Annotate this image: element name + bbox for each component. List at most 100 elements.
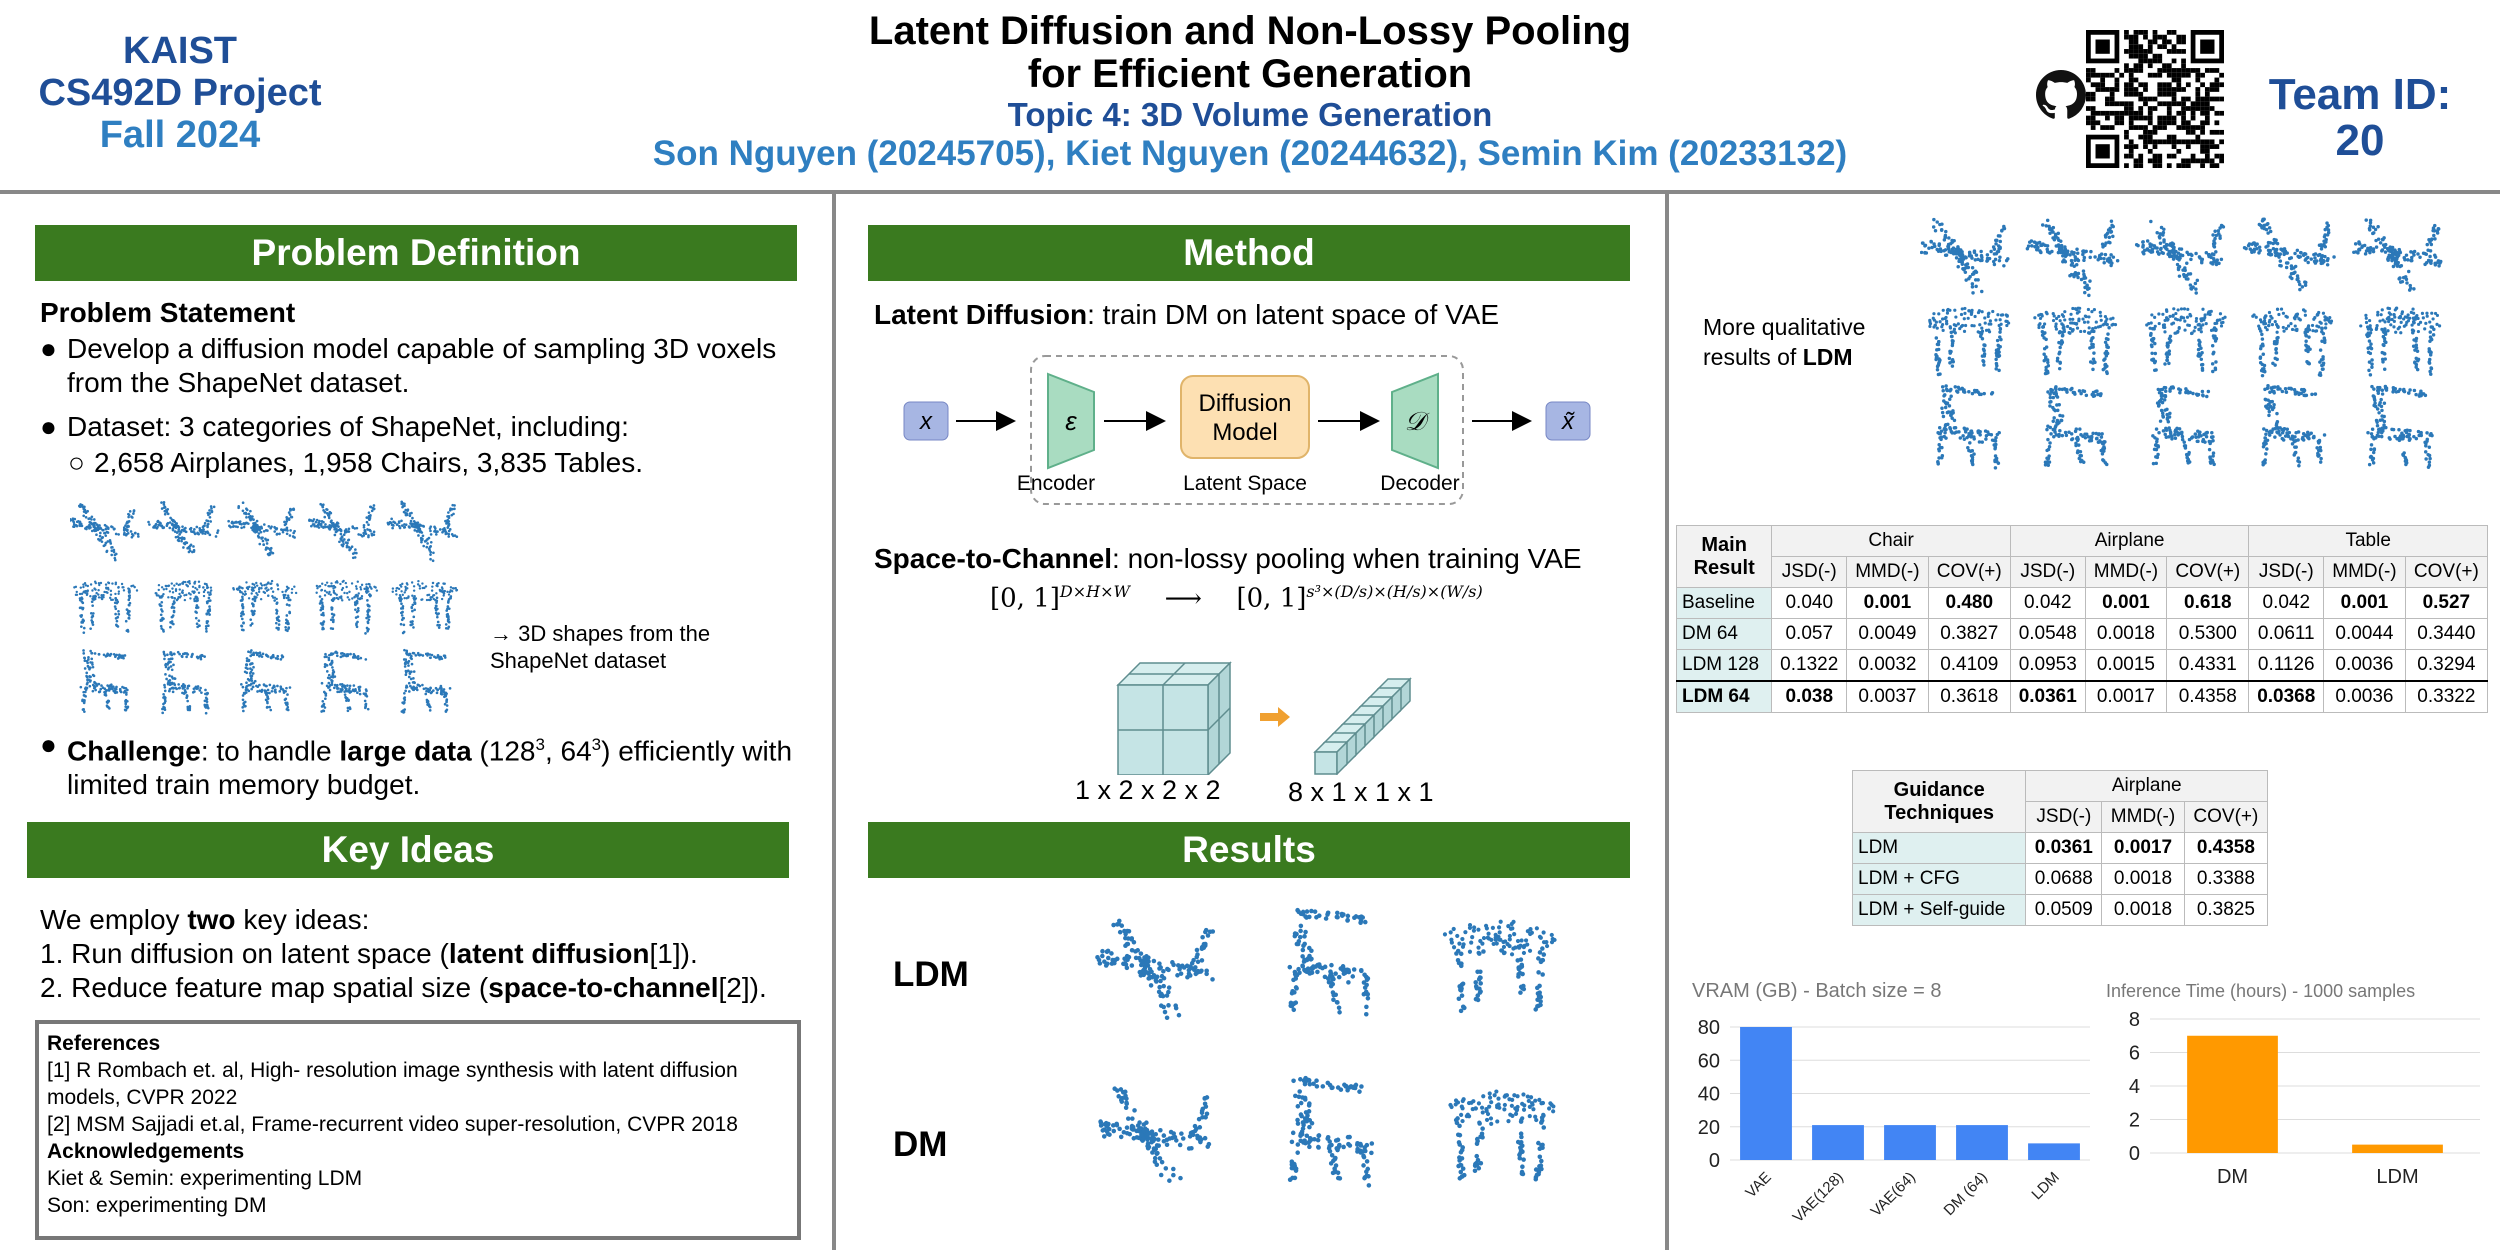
shapenet-table-1: [73, 580, 139, 634]
guidance-row-name: LDM + CFG: [1851, 863, 2027, 895]
sub-bullet: ○ 2,658 Airplanes, 1,958 Chairs, 3,835 T…: [68, 446, 788, 480]
shapenet-chair-2: [161, 650, 210, 715]
shapenet-chair-4: [320, 650, 370, 713]
main-cell: 0.0049: [1846, 618, 1929, 650]
guidance-group: Airplane: [2025, 770, 2268, 802]
x-tick-label: DM (64): [1941, 1169, 1991, 1219]
main-cell: 0.0036: [2323, 680, 2406, 713]
method-heading: Method: [868, 225, 1630, 281]
acknowledgement-1: Kiet & Semin: experimenting LDM: [47, 1167, 363, 1190]
s2c-formula: [0, 1]D×H×W ⟶ [0, 1]s³×(D/s)×(H/s)×(W/s): [990, 582, 1483, 614]
shapenet-table-2: [154, 580, 213, 633]
main-table-row: LDM 128 0.1322 0.0032 0.4109 0.0953 0.0015 0.4…: [1675, 649, 2489, 682]
challenge-bold: large data: [339, 735, 472, 767]
institution-block: KAIST CS492D Project Fall 2024: [30, 30, 330, 156]
guidance-cell: 0.0018: [2101, 863, 2185, 895]
cube-label-1: 1 x 2 x 2 x 2: [1075, 775, 1221, 805]
y-tick-label: 60: [1698, 1050, 1720, 1072]
guidance-cell: 0.3825: [2183, 894, 2269, 926]
main-cell: 0.0036: [2323, 649, 2406, 682]
dm-result-table: [1448, 1089, 1556, 1182]
main-cell: 0.0018: [2084, 618, 2168, 650]
intro-post: key ideas:: [235, 904, 370, 935]
main-cell: 0.0368: [2248, 680, 2325, 713]
main-cell: 0.527: [2404, 587, 2489, 619]
main-cell: 0.3440: [2404, 618, 2489, 650]
ldm-result-chair: [1287, 907, 1371, 1017]
key-ideas-heading: Key Ideas: [27, 822, 789, 878]
topic-line: Topic 4: 3D Volume Generation: [1007, 96, 1493, 133]
bar-VAE(64): [1884, 1125, 1936, 1160]
main-cell: 0.3827: [1927, 618, 2011, 650]
y-tick-label: 40: [1698, 1084, 1720, 1106]
shapenet-table-4: [315, 579, 379, 635]
main-table-row: LDM 64 0.038 0.0037 0.3618 0.0361 0.0017 0.435…: [1675, 680, 2489, 713]
latent-caption: Latent Space: [1183, 472, 1307, 495]
main-row-name: LDM 64: [1675, 680, 1773, 713]
shapenet-plane-2: [147, 501, 220, 554]
problem-definition-heading: Problem Definition: [35, 225, 797, 281]
guidance-cell: 0.0018: [2101, 894, 2185, 926]
idea2-pre: 2. Reduce feature map spatial size (: [40, 972, 489, 1003]
ldm-qual-table-5: [2359, 306, 2442, 377]
main-cell: 0.1126: [2248, 649, 2325, 682]
ldm-qual-plane-5: [2352, 218, 2443, 292]
bar-VAE(128): [1812, 1125, 1864, 1160]
bullet-1-text: Develop a diffusion model capable of sam…: [67, 333, 777, 398]
dm-label-1: Diffusion: [1199, 390, 1292, 417]
ld-rest: : train DM on latent space of VAE: [1087, 299, 1499, 330]
guidance-cell: 0.0361: [2025, 832, 2103, 864]
reference-1: [1] R Rombach et. al, High- resolution i…: [47, 1059, 738, 1109]
input-x-box: [903, 401, 949, 441]
challenge-post: (128: [471, 735, 536, 767]
guidance-cell: 0.0509: [2025, 894, 2103, 926]
guidance-metric-0: JSD(-): [2025, 801, 2103, 833]
guidance-row-name: LDM + Self-guide: [1851, 894, 2027, 926]
main-table-row: Baseline 0.040 0.001 0.480 0.042 0.001 0.618 0.…: [1675, 587, 2489, 619]
idea1-pre: 1. Run diffusion on latent space (: [40, 938, 449, 969]
y-tick-label: 0: [2129, 1143, 2140, 1165]
guidance-cell: 0.3388: [2183, 863, 2269, 895]
main-row-name: LDM 128: [1675, 649, 1773, 682]
shapenet-table-5: [391, 579, 459, 635]
main-cell: 0.3322: [2404, 680, 2489, 713]
idea1-bold: latent diffusion: [448, 938, 650, 969]
github-icon[interactable]: [2036, 70, 2086, 120]
qual-pre: More qualitative results of: [1703, 314, 1866, 370]
shapenet-plane-4: [308, 502, 376, 560]
main-results-table: Main Result Chair Airplane Table JSD(-) MMD(-)…: [1675, 525, 2489, 713]
ldm-qual-plane-1: [1920, 217, 2010, 295]
ldm-qual-plane-2: [2025, 218, 2120, 298]
main-cell: 0.4109: [1927, 649, 2011, 682]
main-cell: 0.0611: [2248, 618, 2325, 650]
ldm-qual-plane-4: [2242, 217, 2336, 292]
idea2-bold: space-to-channel: [488, 972, 719, 1003]
latent-diffusion-diagram: x ε Diffusion Model 𝒟 x̃ Encoder Latent …: [903, 355, 1591, 505]
encoder-shape: [1047, 372, 1095, 470]
main-metric-0-2: COV(+): [1927, 556, 2011, 588]
challenge-label: Challenge: [67, 735, 201, 767]
challenge-mid: , 64: [544, 735, 592, 767]
main-metric-1-0: JSD(-): [2009, 556, 2086, 588]
challenge-sup-1: 3: [535, 735, 545, 754]
main-cell: 0.3294: [2404, 649, 2489, 682]
dm-label-2: Model: [1212, 419, 1277, 446]
main-metric-0-1: MMD(-): [1846, 556, 1929, 588]
output-x-box: [1545, 401, 1591, 441]
decoder-caption: Decoder: [1380, 472, 1459, 495]
x-tick-label: LDM: [2028, 1169, 2062, 1203]
column-divider-2: [1665, 194, 1669, 1250]
main-cell: 0.0015: [2084, 649, 2168, 682]
course-line: CS492D Project: [38, 72, 322, 114]
main-cell: 0.038: [1771, 680, 1848, 713]
main-cell: 0.040: [1771, 587, 1848, 619]
qr-code[interactable]: [2086, 30, 2224, 168]
team-label: Team ID:: [2268, 70, 2452, 119]
dm-result-chair: [1287, 1075, 1375, 1188]
main-row-name: Baseline: [1675, 587, 1773, 619]
ldm-qual-plane-3: [2134, 219, 2226, 295]
references-title: References: [47, 1032, 161, 1055]
team-id: Team ID: 20: [2240, 72, 2480, 164]
shapenet-plane-3: [227, 501, 296, 557]
title-line-1: Latent Diffusion and Non-Lossy Pooling: [868, 9, 1632, 53]
